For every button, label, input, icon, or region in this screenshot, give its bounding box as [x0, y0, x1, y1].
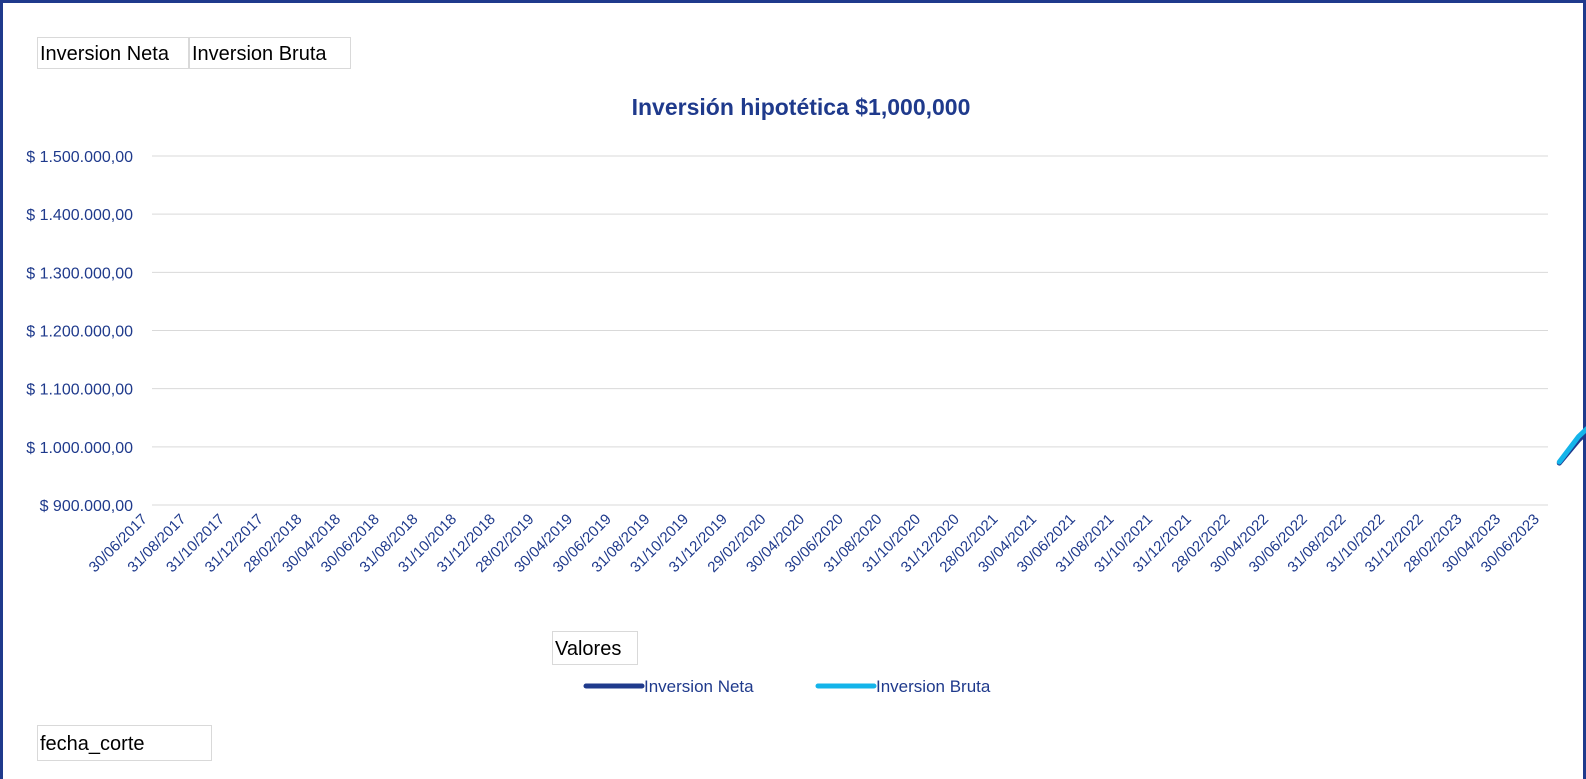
- pivot-field-inversion-bruta[interactable]: Inversion Bruta: [189, 37, 351, 69]
- series-line-inversion-neta: [1556, 429, 1586, 466]
- y-tick-label: $ 1.300.000,00: [26, 265, 133, 282]
- legend-label: Inversion Neta: [644, 677, 754, 696]
- y-tick-label: $ 1.200.000,00: [26, 324, 133, 341]
- y-tick-label: $ 900.000,00: [40, 498, 134, 515]
- pivot-field-inversion-neta[interactable]: Inversion Neta: [37, 37, 189, 69]
- y-tick-label: $ 1.100.000,00: [26, 382, 133, 399]
- pivot-field-valores[interactable]: Valores: [552, 631, 638, 665]
- y-axis-tick-labels: $ 900.000,00 $ 1.000.000,00 $ 1.100.000,00…: [26, 149, 133, 515]
- y-tick-label: $ 1.400.000,00: [26, 207, 133, 224]
- chart-title: Inversión hipotética $1,000,000: [632, 94, 971, 120]
- legend: Inversion Neta Inversion Bruta: [583, 677, 991, 696]
- x-axis-tick-labels: 30/06/201731/08/201731/10/201731/12/2017…: [86, 511, 1543, 576]
- pivot-field-fecha-corte[interactable]: fecha_corte: [37, 725, 212, 761]
- legend-label: Inversion Bruta: [876, 677, 991, 696]
- y-tick-label: $ 1.500.000,00: [26, 149, 133, 166]
- series-line-inversion-bruta: [1556, 426, 1586, 465]
- y-tick-label: $ 1.000.000,00: [26, 440, 133, 457]
- series-lines: [1556, 426, 1586, 466]
- gridlines: [152, 155, 1548, 506]
